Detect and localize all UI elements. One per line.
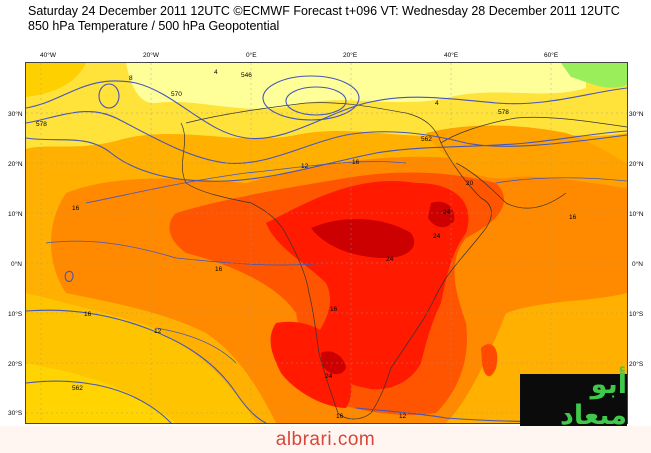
contour-label: 12: [154, 328, 162, 335]
contour-label: 20: [466, 180, 474, 187]
contour-label: 578: [36, 121, 47, 128]
lat-label: 10°N: [8, 211, 23, 218]
contour-label: 24: [386, 256, 394, 263]
contour-label: 4: [435, 100, 439, 107]
contour-label: 16: [569, 214, 577, 221]
lat-label: 20°N: [8, 161, 23, 168]
contour-label: 562: [421, 136, 432, 143]
lat-label: 30°N: [8, 111, 23, 118]
lat-label: 0°N: [632, 261, 643, 268]
lon-label: 40°E: [444, 52, 459, 59]
footer-bar: albrari.com: [0, 426, 651, 453]
contour-label: 16: [215, 266, 223, 273]
contour-label: 578: [498, 109, 509, 116]
map-subtitle: 850 hPa Temperature / 500 hPa Geopotenti…: [28, 19, 280, 33]
contour-label: 12: [399, 413, 407, 420]
contour-label: 8: [129, 75, 133, 82]
lon-label: 40°W: [40, 52, 56, 59]
contour-label: 24: [443, 209, 451, 216]
lat-label: 30°N: [629, 111, 644, 118]
field-dark-red-south: [321, 351, 346, 375]
contour-label: 16: [84, 311, 92, 318]
lat-label: 10°N: [629, 211, 644, 218]
lat-label: 20°S: [8, 361, 23, 368]
field-pale-north: [126, 63, 586, 109]
weather-map: 16 16 12 12 16 16 16 24 24 24 24 20 12 1…: [25, 62, 628, 424]
field-dark-red-east: [428, 201, 455, 228]
contour-label: 24: [325, 373, 333, 380]
field-dark-red-core: [311, 218, 415, 258]
watermark-logo: أبو ميعاد: [520, 369, 627, 431]
contour-label: 570: [171, 91, 182, 98]
lat-label: 0°N: [11, 261, 22, 268]
lat-label: 10°S: [8, 311, 23, 318]
lat-label: 30°S: [8, 410, 23, 417]
lon-label: 60°E: [544, 52, 559, 59]
lat-label: 20°N: [629, 161, 644, 168]
field-green-ne: [561, 63, 627, 88]
contour-label: 562: [72, 385, 83, 392]
geopotential-contours: [26, 75, 627, 423]
field-red-south: [270, 321, 352, 408]
contour-label: 546: [241, 72, 252, 79]
site-link[interactable]: albrari.com: [275, 429, 376, 450]
contour-label: 16: [330, 306, 338, 313]
contour-label: 12: [301, 163, 309, 170]
logo-text: أبو ميعاد: [560, 369, 627, 431]
lon-label: 20°E: [343, 52, 358, 59]
lon-label: 20°W: [143, 52, 159, 59]
temperature-field: [26, 63, 627, 423]
lat-label: 10°S: [629, 311, 644, 318]
field-yellow-south: [26, 363, 176, 423]
lon-label: 0°E: [246, 52, 257, 59]
contour-label: 24: [433, 233, 441, 240]
contour-label: 4: [214, 69, 218, 76]
contour-label: 16: [72, 205, 80, 212]
temperature-contours: [45, 161, 627, 364]
contour-label: 16: [336, 413, 344, 420]
field-madagascar: [481, 344, 498, 377]
map-title: Saturday 24 December 2011 12UTC ©ECMWF F…: [28, 4, 620, 18]
contour-label: 16: [352, 159, 360, 166]
lat-label: 20°S: [629, 361, 644, 368]
